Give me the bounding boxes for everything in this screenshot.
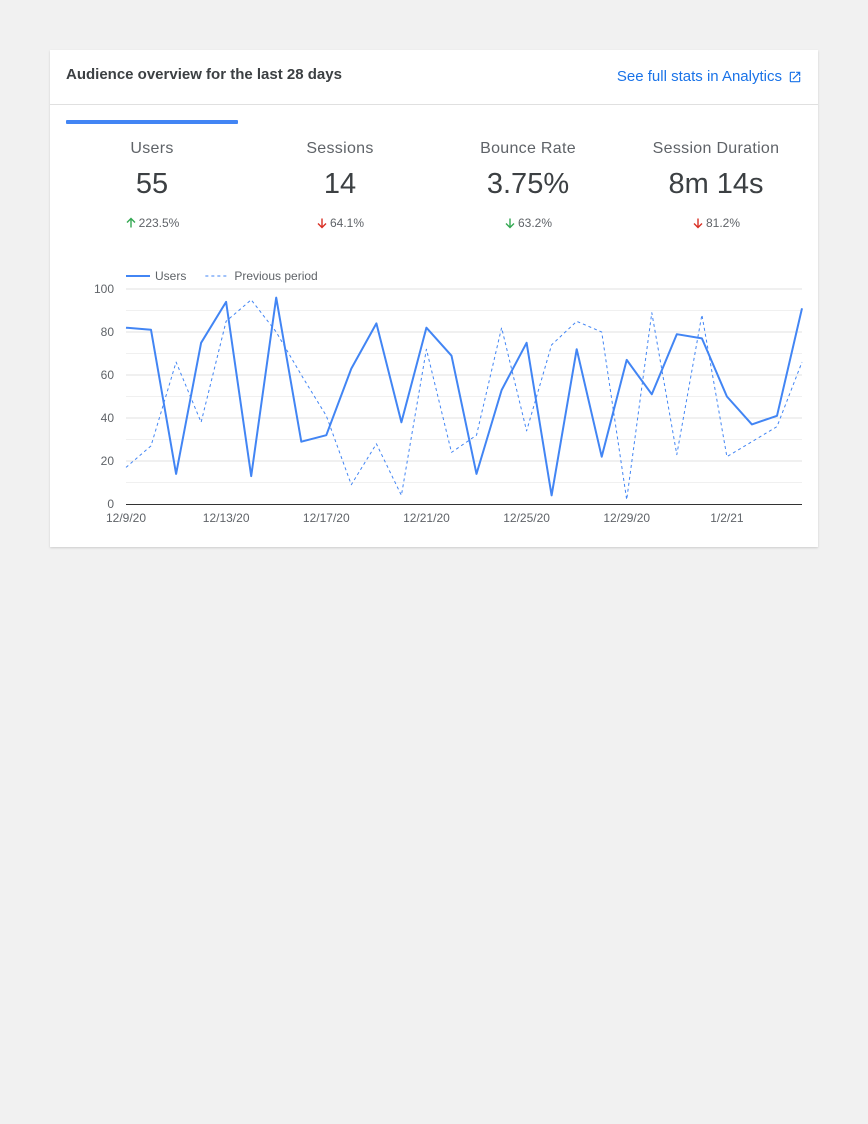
users-line-chart: Users Previous period 0 20 40 60 80 100 12/9/2… — [94, 269, 803, 525]
metric-label: Bounce Rate — [480, 140, 576, 157]
tab-bounce-rate[interactable]: Bounce Rate 3.75% 63.2% — [442, 120, 614, 230]
metric-change-value: 223.5% — [138, 216, 180, 230]
y-tick-label: 20 — [101, 454, 115, 468]
chart-x-axis: 12/9/20 12/13/20 12/17/20 12/21/20 12/25/20 1… — [106, 504, 802, 525]
chart-series — [125, 296, 803, 501]
tab-users[interactable]: Users 55 223.5% — [66, 120, 238, 230]
metric-change: 63.2% — [442, 216, 614, 230]
series-line-previous-period — [125, 299, 803, 501]
arrow-down-icon — [693, 218, 703, 229]
y-tick-label: 0 — [107, 497, 114, 511]
chart-gridlines — [126, 288, 802, 483]
metric-label: Sessions — [306, 140, 374, 157]
metric-change: 64.1% — [254, 216, 426, 230]
y-tick-label: 40 — [101, 411, 115, 425]
metric-value: 8m 14s — [668, 168, 764, 200]
audience-overview-card: Audience overview for the last 28 days S… — [50, 50, 818, 547]
y-tick-label: 60 — [101, 368, 115, 382]
see-full-stats-label: See full stats in Analytics — [616, 68, 782, 85]
metric-change: 223.5% — [66, 216, 238, 230]
metric-label: Users — [130, 140, 174, 157]
x-tick-label: 12/25/20 — [503, 511, 550, 525]
legend-label: Previous period — [234, 269, 317, 283]
x-tick-label: 12/9/20 — [106, 511, 146, 525]
card-header: Audience overview for the last 28 days S… — [50, 50, 818, 105]
x-tick-label: 1/2/21 — [710, 511, 744, 525]
legend-label: Users — [155, 269, 186, 283]
tab-sessions[interactable]: Sessions 14 64.1% — [254, 120, 426, 230]
metric-label: Session Duration — [652, 140, 780, 157]
metric-value: 55 — [135, 168, 169, 200]
metric-value: 3.75% — [486, 168, 570, 200]
x-tick-label: 12/13/20 — [203, 511, 250, 525]
chart-legend: Users Previous period — [126, 269, 318, 283]
x-tick-label: 12/17/20 — [303, 511, 350, 525]
metric-change-value: 81.2% — [705, 216, 741, 230]
active-tab-indicator — [66, 120, 238, 124]
metric-tabs: Users 55 223.5% Sessions 14 64.1% Bounce… — [66, 120, 818, 230]
open-in-new-icon — [789, 71, 801, 82]
chart-y-axis: 0 20 40 60 80 100 — [94, 282, 114, 511]
x-tick-label: 12/21/20 — [403, 511, 450, 525]
metric-change: 81.2% — [630, 216, 802, 230]
x-tick-label: 12/29/20 — [603, 511, 650, 525]
series-line-users — [125, 296, 803, 497]
card-title: Audience overview for the last 28 days — [66, 66, 342, 83]
arrow-up-icon — [126, 217, 136, 228]
metric-value: 14 — [323, 168, 357, 200]
y-tick-label: 80 — [101, 325, 115, 339]
metric-change-value: 64.1% — [329, 216, 365, 230]
see-full-stats-link[interactable]: See full stats in Analytics — [617, 68, 802, 85]
arrow-down-icon — [505, 218, 515, 229]
metric-change-value: 63.2% — [517, 216, 553, 230]
arrow-down-icon — [317, 218, 327, 229]
tab-session-duration[interactable]: Session Duration 8m 14s 81.2% — [630, 120, 802, 230]
y-tick-label: 100 — [94, 282, 114, 296]
